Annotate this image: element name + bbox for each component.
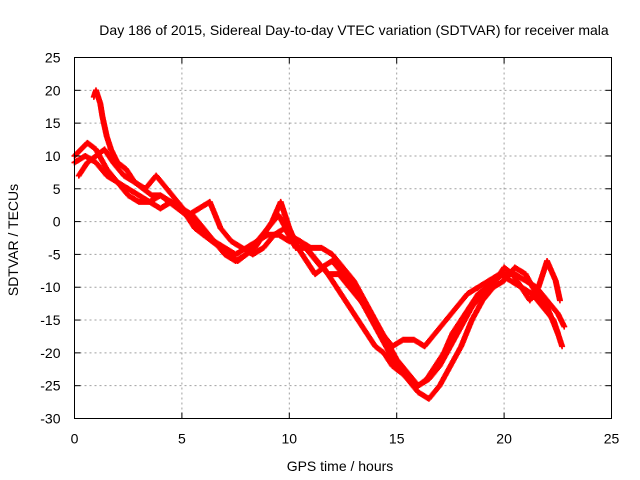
- y-tick-label: -30: [40, 411, 60, 427]
- x-tick-label: 25: [604, 431, 620, 447]
- y-tick-label: -10: [40, 279, 60, 295]
- x-axis-label: GPS time / hours: [287, 458, 394, 474]
- chart-title: Day 186 of 2015, Sidereal Day-to-day VTE…: [99, 22, 609, 38]
- y-axis: -30 -25 -20 -15 -10 -5 0 5 10 15 20 25: [40, 50, 612, 427]
- x-tick-label: 5: [178, 431, 186, 447]
- x-tick-label: 0: [71, 431, 79, 447]
- y-tick-label: -25: [40, 378, 60, 394]
- y-tick-label: 10: [45, 148, 61, 164]
- x-axis: 0 5 10 15 20 25: [71, 57, 620, 447]
- y-tick-label: 0: [53, 214, 61, 230]
- data-points: [71, 87, 568, 402]
- x-tick-label: 10: [282, 431, 298, 447]
- y-tick-label: -20: [40, 345, 60, 361]
- y-tick-label: 20: [45, 82, 61, 98]
- y-tick-label: -15: [40, 312, 60, 328]
- series-track-4: [90, 87, 563, 389]
- x-tick-label: 15: [389, 431, 405, 447]
- y-tick-label: 25: [45, 50, 61, 66]
- y-tick-label: 15: [45, 115, 61, 131]
- grid: [74, 57, 612, 419]
- y-tick-label: 5: [53, 181, 61, 197]
- x-tick-label: 20: [496, 431, 512, 447]
- y-axis-label: SDTVAR / TECUs: [5, 184, 21, 296]
- plot-frame: [74, 57, 612, 419]
- y-tick-label: -5: [48, 246, 61, 262]
